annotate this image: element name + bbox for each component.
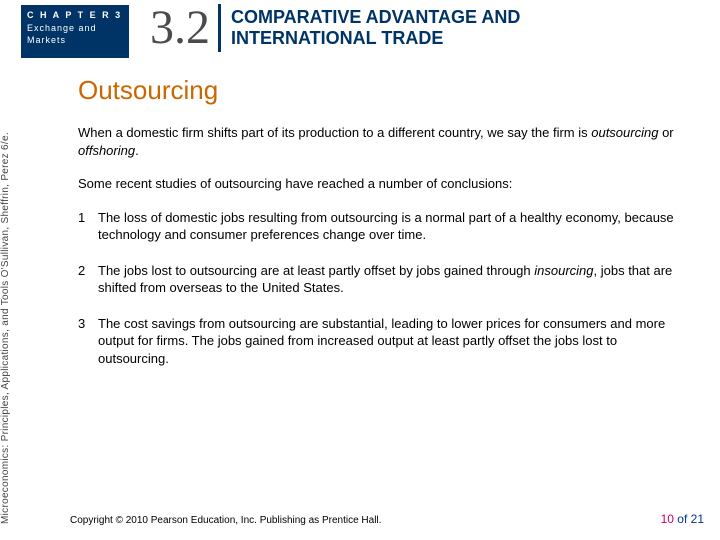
section-number: 3.2 — [150, 0, 218, 55]
section-header: 3.2 COMPARATIVE ADVANTAGE AND INTERNATIO… — [150, 0, 520, 55]
list-num-2: 2 — [78, 262, 98, 297]
section-title-line1: COMPARATIVE ADVANTAGE AND — [231, 7, 520, 27]
spine-text: Microeconomics: Principles, Applications… — [0, 60, 20, 530]
para1-c: . — [135, 143, 139, 158]
para1-b: or — [658, 125, 673, 140]
para-1: When a domestic firm shifts part of its … — [78, 124, 678, 159]
list-item-1: 1 The loss of domestic jobs resulting fr… — [78, 209, 678, 244]
list-num-1: 1 — [78, 209, 98, 244]
item2-a: The jobs lost to outsourcing are at leas… — [98, 263, 534, 278]
section-title-line2: INTERNATIONAL TRADE — [231, 28, 443, 48]
page-of: of 21 — [674, 512, 704, 526]
para-2: Some recent studies of outsourcing have … — [78, 175, 678, 193]
list-item-3: 3 The cost savings from outsourcing are … — [78, 315, 678, 368]
item2-i: insourcing — [534, 263, 593, 278]
chapter-line3: Markets — [27, 34, 123, 47]
list-num-3: 3 — [78, 315, 98, 368]
para1-i1: outsourcing — [591, 125, 658, 140]
para1-a: When a domestic firm shifts part of its … — [78, 125, 591, 140]
chapter-line1: C H A P T E R 3 — [27, 9, 123, 22]
list-body-2: The jobs lost to outsourcing are at leas… — [98, 262, 678, 297]
list-body-3: The cost savings from outsourcing are su… — [98, 315, 678, 368]
chapter-line2: Exchange and — [27, 22, 123, 35]
copyright-text: Copyright © 2010 Pearson Education, Inc.… — [70, 515, 381, 526]
list-body-1: The loss of domestic jobs resulting from… — [98, 209, 678, 244]
chapter-badge: C H A P T E R 3 Exchange and Markets — [21, 5, 129, 58]
section-divider — [218, 4, 221, 52]
para1-i2: offshoring — [78, 143, 135, 158]
section-title: COMPARATIVE ADVANTAGE AND INTERNATIONAL … — [231, 7, 520, 48]
content-area: Outsourcing When a domestic firm shifts … — [78, 75, 678, 385]
list-item-2: 2 The jobs lost to outsourcing are at le… — [78, 262, 678, 297]
page-current: 10 — [661, 512, 674, 526]
content-heading: Outsourcing — [78, 75, 678, 106]
page-number: 10 of 21 — [661, 512, 704, 526]
